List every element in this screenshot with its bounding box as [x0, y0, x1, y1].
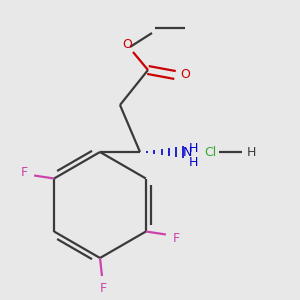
Text: O: O [122, 38, 132, 50]
Text: H: H [188, 142, 198, 155]
Text: H: H [246, 146, 256, 158]
Text: F: F [20, 166, 28, 179]
Text: O: O [180, 68, 190, 82]
Text: H: H [188, 155, 198, 169]
Text: Cl: Cl [204, 146, 216, 158]
Text: N: N [182, 146, 192, 158]
Text: F: F [172, 232, 179, 245]
Text: F: F [99, 281, 106, 295]
